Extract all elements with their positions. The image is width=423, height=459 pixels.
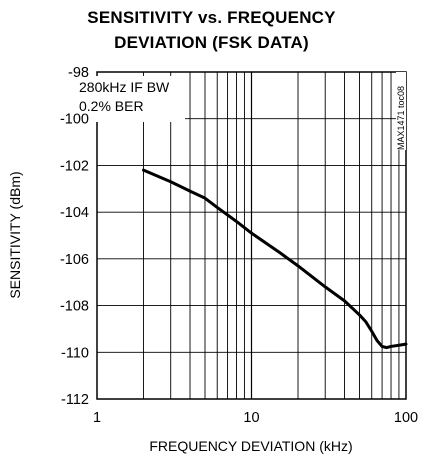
figure-code: MAX1471 toc08 — [396, 86, 406, 150]
y-tick-label: -110 — [61, 345, 89, 361]
series-line — [142, 168, 408, 350]
annotation-line-1: 280kHz IF BW — [79, 79, 170, 95]
y-tick-label: -100 — [60, 112, 89, 128]
annotation-line-2: 0.2% BER — [79, 98, 144, 114]
y-tick-label: -104 — [60, 205, 89, 221]
y-tick-labels: -98 -100 -102 -104 -106 -108 -110 -112 — [60, 65, 89, 408]
chart-title-line-1: SENSITIVITY vs. FREQUENCY — [87, 8, 336, 27]
y-tick-label: -106 — [60, 252, 89, 268]
chart-title-line-2: DEVIATION (FSK DATA) — [114, 33, 309, 52]
x-tick-label: 10 — [243, 410, 259, 426]
x-tick-label: 100 — [394, 410, 418, 426]
annotation-background — [73, 76, 185, 122]
y-tick-label: -98 — [68, 65, 89, 81]
x-tick-labels: 1 10 100 — [93, 410, 418, 426]
grid-lines — [97, 72, 406, 399]
y-tick-label: -108 — [60, 299, 89, 315]
y-tick-label: -102 — [60, 158, 89, 174]
x-axis-label: FREQUENCY DEVIATION (kHz) — [149, 438, 352, 454]
x-tick-label: 1 — [93, 410, 101, 426]
plot-frame — [96, 71, 407, 400]
y-tick-label: -112 — [61, 392, 89, 408]
figure-code-background — [396, 72, 406, 150]
y-axis-label: SENSITIVITY (dBm) — [7, 171, 23, 298]
